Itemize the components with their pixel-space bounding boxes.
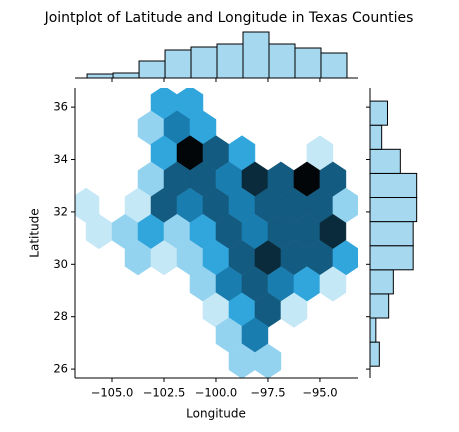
x-tick-label: −102.5 (143, 386, 186, 400)
hex-cell (319, 266, 347, 302)
top-hist-bar (294, 47, 322, 79)
top-hist-bar (242, 31, 270, 79)
top-hist-bar (190, 46, 218, 79)
chart-title: Jointplot of Latitude and Longitude in T… (44, 10, 414, 26)
top-hist-bar (164, 49, 192, 79)
y-tick-label: 30 (53, 257, 68, 271)
x-tick-label: −105.0 (91, 386, 134, 400)
top-hist-bar (268, 43, 296, 79)
y-axis-label: Latitude (28, 208, 42, 257)
top-hist-bar (138, 60, 166, 79)
right-hist-bar (369, 293, 390, 319)
right-hist-bar (369, 341, 380, 367)
x-axis-label: Longitude (186, 407, 246, 421)
right-hist-bar (369, 221, 414, 247)
y-tick-label: 32 (53, 204, 68, 218)
y-tick-label: 26 (53, 362, 68, 376)
top-hist-bar (86, 73, 114, 79)
y-tick-label: 28 (53, 309, 68, 323)
top-hist-bar (320, 52, 348, 79)
right-hist-bar (369, 317, 377, 343)
right-hist-bar (369, 124, 383, 150)
hex-cell (254, 343, 282, 378)
hexbin-area (75, 88, 358, 378)
right-hist-bar (369, 100, 388, 126)
x-tick-label: −95.0 (302, 386, 337, 400)
top-hist-bar (216, 43, 244, 79)
right-hist-bar (369, 148, 401, 174)
y-tick-label: 36 (53, 100, 68, 114)
hex-cell (280, 292, 308, 328)
y-tick-label: 34 (53, 152, 68, 166)
right-hist-bar (369, 197, 418, 223)
right-hist-bar (369, 269, 394, 295)
x-tick-label: −100.0 (195, 386, 238, 400)
right-hist-bar (369, 245, 414, 271)
right-hist-bar (369, 172, 418, 199)
top-hist-bar (112, 72, 140, 79)
x-tick-label: −97.5 (250, 386, 285, 400)
